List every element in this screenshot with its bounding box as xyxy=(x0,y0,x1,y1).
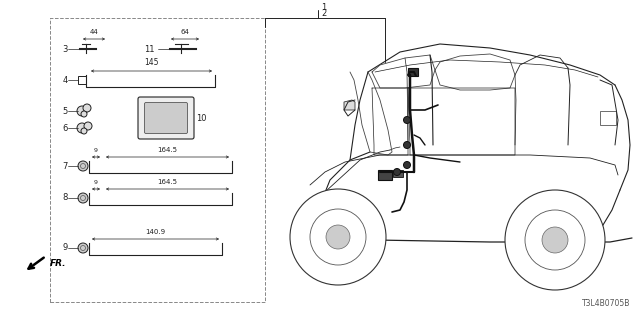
Text: 7: 7 xyxy=(63,162,68,171)
Text: FR.: FR. xyxy=(50,260,67,268)
Bar xyxy=(378,170,392,180)
Circle shape xyxy=(81,111,87,117)
FancyBboxPatch shape xyxy=(138,97,194,139)
Text: 11: 11 xyxy=(145,44,155,53)
Text: 164.5: 164.5 xyxy=(157,179,177,185)
FancyBboxPatch shape xyxy=(145,102,188,133)
Bar xyxy=(408,68,418,76)
Text: T3L4B0705B: T3L4B0705B xyxy=(582,299,630,308)
Circle shape xyxy=(542,227,568,253)
Text: 9: 9 xyxy=(63,244,68,252)
Text: 6: 6 xyxy=(63,124,68,132)
Circle shape xyxy=(78,243,88,253)
Circle shape xyxy=(525,210,585,270)
Text: 9: 9 xyxy=(94,180,98,185)
Bar xyxy=(78,76,86,84)
Text: 44: 44 xyxy=(90,29,99,35)
Text: 140.9: 140.9 xyxy=(145,229,166,235)
Circle shape xyxy=(403,141,410,148)
Text: 1: 1 xyxy=(321,3,326,12)
Bar xyxy=(600,111,616,125)
Circle shape xyxy=(394,169,401,175)
Circle shape xyxy=(77,106,87,116)
Text: 64: 64 xyxy=(180,29,189,35)
Circle shape xyxy=(326,225,350,249)
Text: 145: 145 xyxy=(144,58,159,67)
Text: 164.5: 164.5 xyxy=(157,147,177,153)
Circle shape xyxy=(84,122,92,130)
Circle shape xyxy=(77,123,87,133)
Circle shape xyxy=(403,116,410,124)
Text: 4: 4 xyxy=(63,76,68,84)
Polygon shape xyxy=(344,100,355,110)
Circle shape xyxy=(505,190,605,290)
Text: 3: 3 xyxy=(63,44,68,53)
Text: 8: 8 xyxy=(63,194,68,203)
Circle shape xyxy=(83,104,91,112)
Circle shape xyxy=(78,193,88,203)
Circle shape xyxy=(310,209,366,265)
Text: 5: 5 xyxy=(63,107,68,116)
Circle shape xyxy=(403,162,410,169)
Circle shape xyxy=(290,189,386,285)
Text: 2: 2 xyxy=(321,9,326,18)
Bar xyxy=(393,170,403,177)
Circle shape xyxy=(81,128,87,134)
Circle shape xyxy=(78,161,88,171)
Text: 10: 10 xyxy=(196,114,207,123)
Text: 9: 9 xyxy=(94,148,98,153)
